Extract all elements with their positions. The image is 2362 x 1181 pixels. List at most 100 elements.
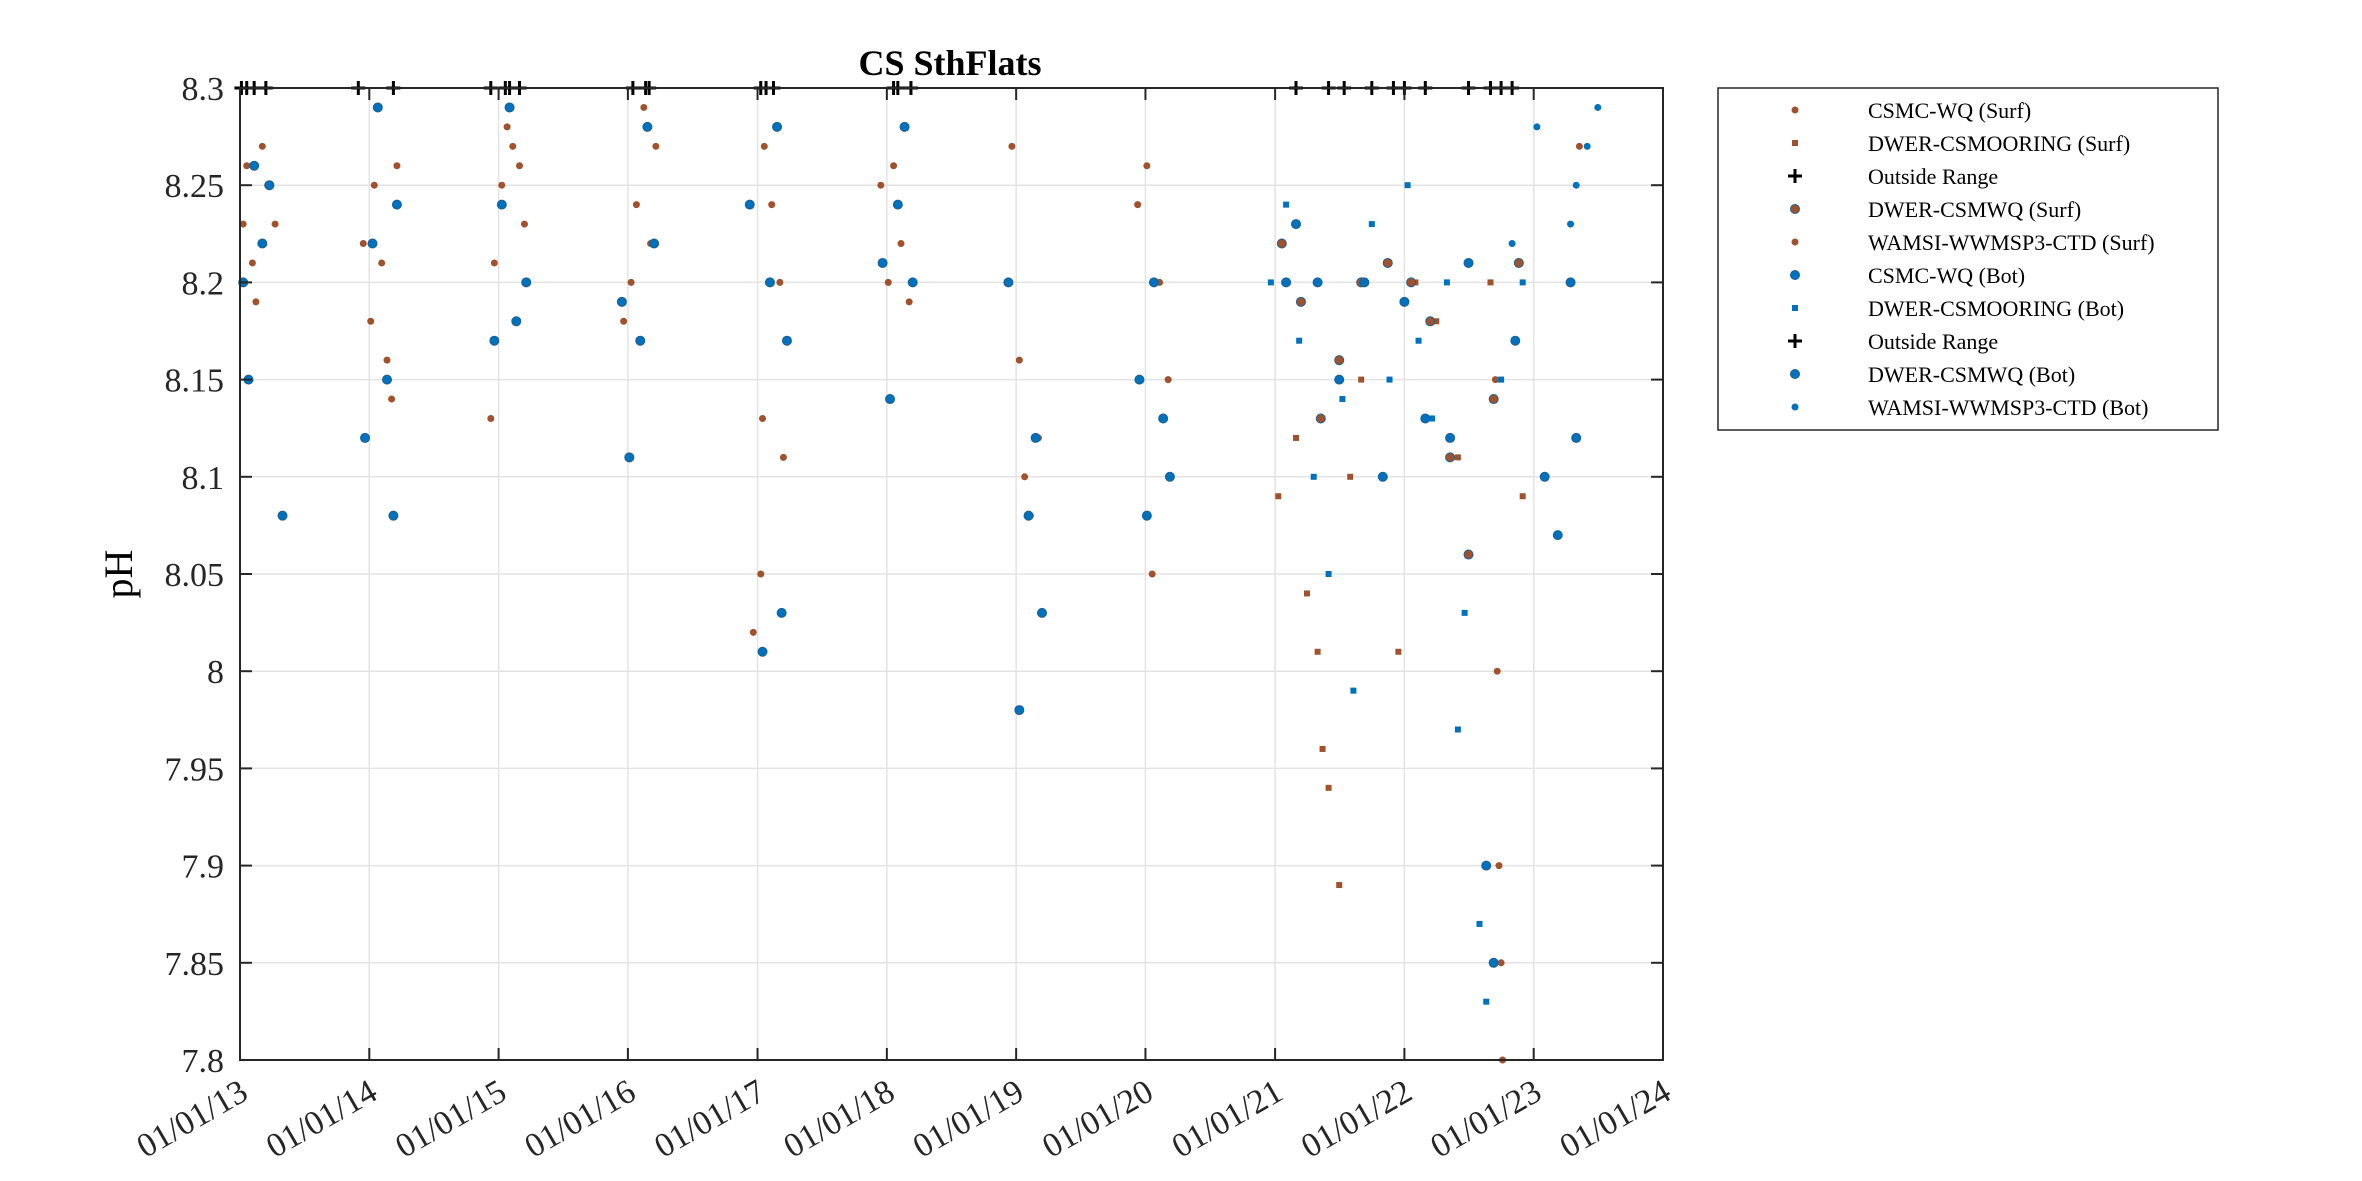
data-point-series-0 [1148, 570, 1156, 578]
data-point-series-5 [277, 510, 288, 521]
legend-marker [1792, 140, 1798, 146]
legend-entry: DWER-CSMWQ (Bot) [1868, 362, 2075, 387]
data-point-series-1 [1336, 882, 1343, 889]
data-point-series-6 [1339, 396, 1346, 403]
legend-entry: DWER-CSMOORING (Bot) [1868, 296, 2124, 321]
chart-title: CS SthFlats [858, 43, 1041, 83]
data-point-series-8 [1312, 277, 1323, 288]
data-point-series-5 [635, 335, 646, 346]
data-point-series-0 [890, 162, 898, 170]
data-point-series-0 [768, 201, 776, 209]
x-tick-label: 01/01/15 [389, 1073, 512, 1165]
data-point-series-8 [1488, 957, 1499, 968]
grid [239, 87, 1664, 1061]
data-point-series-8 [1334, 374, 1345, 385]
data-point-series-0 [884, 278, 892, 286]
data-point-series-5 [521, 277, 532, 288]
data-point-series-0 [520, 220, 528, 228]
data-point-series-5 [1014, 705, 1025, 716]
x-tick-label: 01/01/16 [519, 1073, 642, 1165]
data-point-series-8 [1552, 530, 1563, 541]
data-point-series-6 [1350, 687, 1357, 694]
data-point-series-9 [1594, 103, 1602, 111]
data-point-series-5 [367, 238, 378, 249]
data-point-series-0 [905, 298, 913, 306]
data-point-series-9 [1583, 142, 1591, 150]
y-tick-label: 8.3 [182, 71, 225, 108]
y-tick-label: 8.25 [165, 168, 225, 205]
y-tick-label: 8.05 [165, 557, 225, 594]
x-tick-label: 01/01/14 [260, 1073, 383, 1165]
data-point-series-5 [489, 335, 500, 346]
legend-box [1717, 87, 2219, 431]
legend-entry: CSMC-WQ (Surf) [1868, 98, 2031, 123]
data-point-series-5 [264, 180, 275, 191]
data-point-series-6 [1267, 279, 1274, 286]
data-point-series-1 [1454, 454, 1461, 461]
axis-ticks: 7.8 7.85 7.9 7.95 8 8.05 8.1 8.15 8.2 8.25 8.3 01/0… [131, 71, 1677, 1165]
data-point-series-6 [1404, 182, 1411, 189]
legend-entry: Outside Range [1868, 329, 1998, 354]
data-point-series-5 [382, 374, 393, 385]
data-point-series-3 [1445, 452, 1456, 463]
data-point-series-0 [620, 317, 628, 325]
data-point-series-0 [640, 103, 648, 111]
data-point-series-5 [616, 296, 627, 307]
data-point-series-5 [1148, 277, 1159, 288]
data-point-series-6 [1476, 920, 1483, 927]
data-point-series-5 [360, 432, 371, 443]
data-point-series-6 [1443, 279, 1450, 286]
data-point-series-1 [1319, 745, 1326, 752]
legend: CSMC-WQ (Surf) DWER-CSMOORING (Surf) Outsi… [1717, 87, 2219, 431]
data-point-series-6 [1368, 221, 1375, 228]
data-point-series-0 [760, 142, 768, 150]
plot-points [234, 81, 1602, 1064]
data-point-series-0 [487, 414, 495, 422]
y-axis-label: pH [96, 550, 141, 599]
data-point-series-8 [1463, 257, 1474, 268]
data-point-series-6 [1296, 337, 1303, 344]
data-point-series-5 [1158, 413, 1169, 424]
data-point-series-5 [496, 199, 507, 210]
data-point-series-0 [378, 259, 386, 267]
x-tick-label: 01/01/18 [778, 1073, 901, 1165]
legend-marker [1791, 238, 1799, 246]
x-tick-label: 01/01/17 [648, 1073, 771, 1165]
data-point-series-3 [1334, 355, 1345, 366]
data-point-series-8 [1359, 277, 1370, 288]
data-point-series-1 [1519, 493, 1526, 500]
legend-marker [1788, 169, 1802, 183]
x-tick-label: 01/01/19 [907, 1073, 1030, 1165]
data-point-series-3 [1315, 413, 1326, 424]
data-point-series-5 [649, 238, 660, 249]
legend-marker [1791, 403, 1799, 411]
data-point-series-5 [1030, 432, 1041, 443]
data-point-series-0 [897, 240, 905, 248]
y-tick-label: 7.8 [182, 1043, 225, 1080]
data-point-series-1 [1433, 318, 1440, 325]
data-point-series-5 [1037, 607, 1048, 618]
data-point-series-8 [1291, 219, 1302, 230]
data-point-series-3 [1488, 394, 1499, 405]
legend-marker [1790, 270, 1800, 280]
data-point-series-8 [1539, 471, 1550, 482]
data-point-series-0 [1015, 356, 1023, 364]
data-point-series-9 [1508, 240, 1516, 248]
data-point-series-1 [1395, 648, 1402, 655]
data-point-series-1 [1303, 590, 1310, 597]
data-point-series-5 [772, 121, 783, 132]
data-point-series-4 [1491, 376, 1499, 384]
data-point-series-5 [372, 102, 383, 113]
legend-entry: CSMC-WQ (Bot) [1868, 263, 2025, 288]
y-tick-label: 7.85 [165, 946, 225, 983]
data-point-series-8 [1377, 471, 1388, 482]
legend-marker [1792, 305, 1798, 311]
data-point-series-3 [1295, 296, 1306, 307]
data-point-series-6 [1415, 337, 1422, 344]
data-point-series-0 [498, 181, 506, 189]
data-point-series-8 [1420, 413, 1431, 424]
data-point-series-0 [370, 181, 378, 189]
data-point-series-5 [257, 238, 268, 249]
data-point-series-9 [1533, 123, 1541, 131]
legend-entry: DWER-CSMOORING (Surf) [1868, 131, 2130, 156]
